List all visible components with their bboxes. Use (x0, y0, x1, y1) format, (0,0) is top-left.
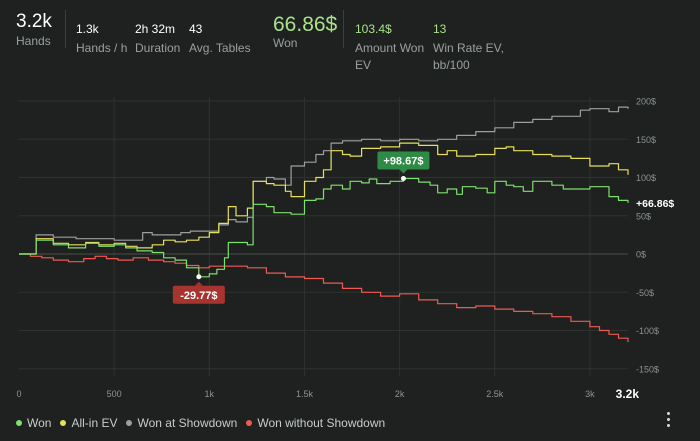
stat-won: 66.86$ Won (273, 14, 337, 52)
min-annotation-pointer (194, 281, 203, 286)
min-annotation: -29.77$ (172, 274, 225, 304)
stat-avg-tables-value: 43 (189, 22, 203, 36)
x-tick-label: 2k (395, 389, 405, 399)
series-line-won-at-showdown (19, 106, 629, 255)
stat-amount-won-ev-value: 103.4$ (355, 22, 392, 36)
max-annotation-label: +98.67$ (383, 156, 423, 168)
y-tick-label: 200$ (636, 97, 656, 107)
grid (19, 97, 628, 377)
stat-won-label: Won (273, 36, 298, 50)
stat-win-rate-ev-value: 13 (433, 22, 447, 36)
stat-avg-tables: 43 Avg. Tables (189, 22, 251, 57)
series-line-won (19, 177, 629, 278)
series-line-all-in-ev (19, 142, 629, 255)
legend-label: Won without Showdown (257, 416, 386, 430)
x-tick-label: 1.5k (296, 389, 314, 399)
y-tick-label: 0$ (636, 250, 646, 260)
stat-win-rate-ev: 13 Win Rate EV, bb/100 (433, 22, 505, 74)
stat-amount-won-ev-label: Amount Won EV (355, 41, 425, 72)
y-tick-label: 150$ (636, 135, 656, 145)
legend-label: Won at Showdown (137, 416, 238, 430)
y-tick-label: 50$ (636, 211, 651, 221)
legend-item[interactable]: Won at Showdown (126, 416, 237, 430)
legend-item[interactable]: Won (16, 416, 51, 430)
legend-dot-icon (246, 420, 253, 426)
more-options-icon[interactable] (666, 412, 672, 430)
legend: Won All-in EV Won at Showdown Won without S… (16, 416, 394, 430)
stats-bar: 3.2k Hands 1.3k Hands / h 2h 32m Duratio… (0, 0, 700, 80)
y-tick-label: -100$ (636, 326, 659, 336)
y-tick-label: -150$ (636, 364, 659, 374)
legend-label: All-in EV (71, 416, 118, 430)
max-annotation-box (377, 151, 430, 170)
legend-dot-icon (60, 420, 67, 426)
stat-won-value: 66.86$ (273, 13, 338, 36)
stat-duration-label: Duration (135, 41, 181, 55)
x-tick-label: 2.5k (486, 389, 504, 399)
x-axis-labels: 0 500 1k 1.5k 2k 2.5k 3k 3.2k (16, 387, 639, 401)
series-lines (19, 106, 629, 342)
max-annotation: +98.67$ (377, 151, 430, 182)
stat-hands-per-hour: 1.3k Hands / h (76, 22, 127, 57)
stat-hands-label: Hands (16, 34, 51, 48)
x-end-label: 3.2k (616, 387, 640, 401)
min-annotation-label: -29.77$ (180, 290, 217, 302)
stat-hands-per-hour-label: Hands / h (76, 41, 128, 55)
annotations: +98.67$ -29.77$ +66.86$ (172, 151, 674, 304)
y-tick-label: 100$ (636, 173, 656, 183)
max-annotation-pointer (399, 169, 408, 174)
x-tick-label: 3k (585, 389, 595, 399)
end-value-label: +66.86$ (636, 198, 674, 210)
min-annotation-box (172, 285, 225, 304)
x-tick-label: 500 (107, 389, 122, 399)
min-annotation-dot (196, 274, 202, 280)
stat-duration-value: 2h 32m (135, 22, 176, 36)
stat-divider (343, 10, 344, 48)
stat-hands-value: 3.2k (16, 11, 52, 32)
y-tick-label: -50$ (636, 288, 654, 298)
stat-win-rate-ev-label: Win Rate EV, bb/100 (433, 41, 504, 72)
legend-item[interactable]: Won without Showdown (246, 416, 385, 430)
stat-hands-per-hour-value: 1.3k (76, 22, 99, 36)
legend-item[interactable]: All-in EV (60, 416, 117, 430)
stat-duration: 2h 32m Duration (135, 22, 180, 57)
max-annotation-dot (400, 176, 406, 182)
stat-divider (65, 10, 66, 48)
stat-avg-tables-label: Avg. Tables (189, 41, 251, 55)
series-line-won-without-showdown (19, 253, 629, 342)
x-tick-label: 0 (16, 389, 21, 399)
stat-hands: 3.2k Hands (16, 12, 52, 50)
legend-dot-icon (126, 420, 133, 426)
results-graph[interactable]: 200$ 150$ 100$ 50$ 0$ -50$ -100$ -150$ 0 500 1k 1.… (0, 84, 700, 410)
x-tick-label: 1k (205, 389, 215, 399)
legend-dot-icon (16, 420, 22, 426)
legend-label: Won (27, 416, 52, 430)
stat-amount-won-ev: 103.4$ Amount Won EV (355, 22, 427, 74)
y-axis-labels: 200$ 150$ 100$ 50$ 0$ -50$ -100$ -150$ (636, 97, 659, 375)
